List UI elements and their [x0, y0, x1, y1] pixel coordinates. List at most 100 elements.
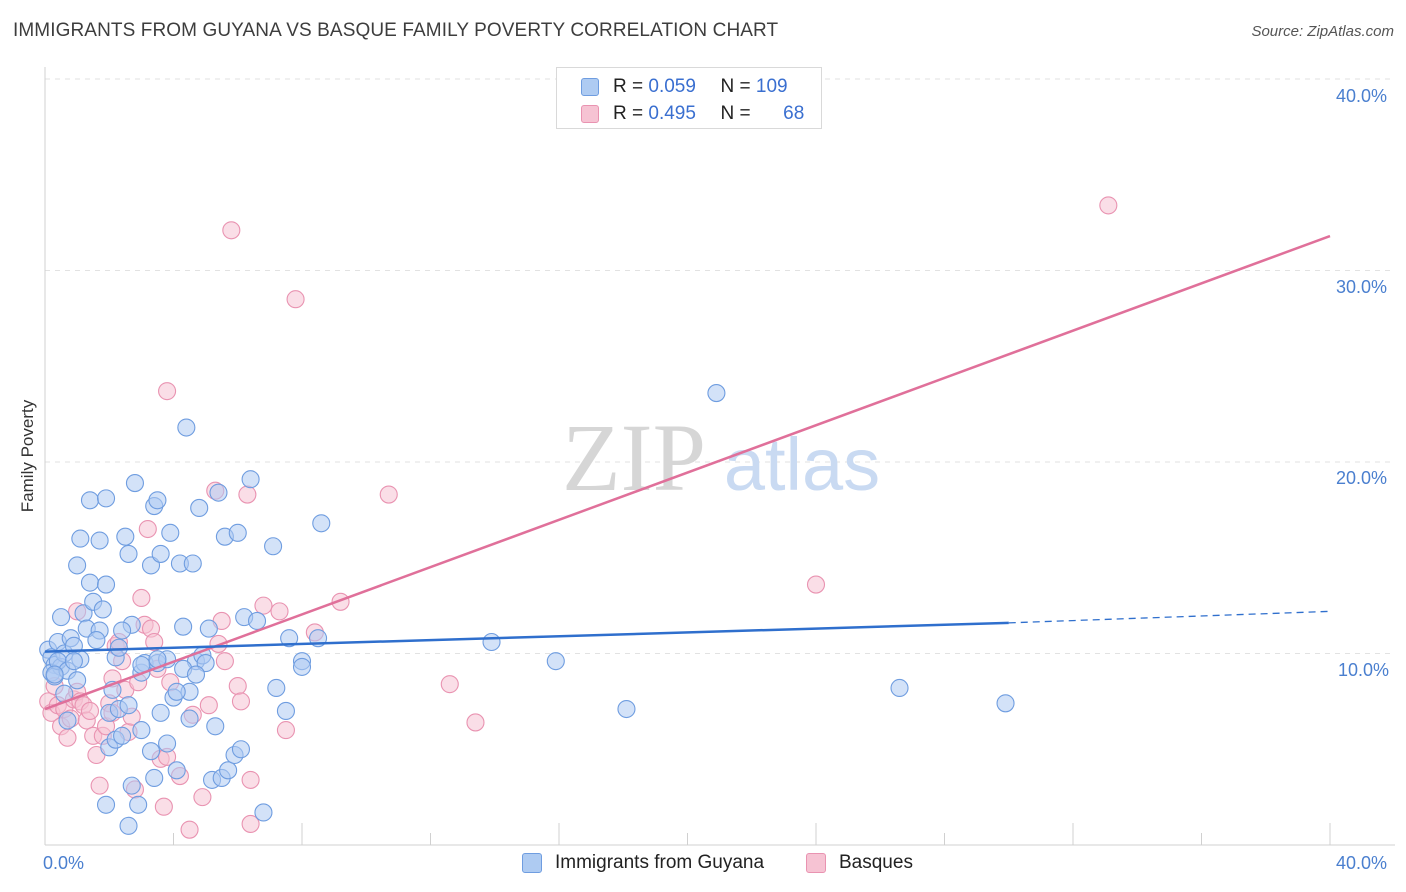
guyana-point [996, 694, 1015, 713]
guyana-point [292, 657, 312, 676]
guyana-point [267, 678, 286, 698]
guyana-point [129, 795, 148, 814]
guyana-point [109, 638, 128, 657]
guyana-point [113, 621, 132, 640]
guyana-point [96, 795, 116, 814]
watermark-atlas: atlas [724, 423, 880, 506]
basques-point [254, 596, 273, 615]
guyana-point [312, 514, 331, 533]
guyana-point [90, 531, 109, 550]
guyana-point [125, 474, 144, 493]
guyana-point [228, 523, 247, 542]
basques-point [241, 770, 260, 789]
chart-title: IMMIGRANTS FROM GUYANA VS BASQUE FAMILY … [13, 20, 779, 41]
correlation-legend: R = 0.059 N = 109 R = 0.495 N = 68 [556, 67, 822, 129]
basques-point [145, 632, 164, 652]
guyana-point [58, 711, 77, 730]
guyana-point [68, 671, 87, 690]
trend-lines [44, 234, 1331, 711]
guyana-point [119, 816, 138, 835]
basques-point [58, 728, 77, 747]
guyana-point [167, 761, 186, 780]
y-tick-label: 20.0% [1336, 468, 1388, 488]
guyana-point [122, 776, 141, 795]
y-tick-label: 30.0% [1336, 277, 1388, 297]
guyana-point [186, 665, 206, 684]
legend-stats-guyana: R = 0.059 N = 109 [613, 76, 788, 97]
guyana-point [177, 418, 196, 437]
guyana-point [241, 470, 260, 489]
guyana-point [80, 491, 100, 510]
basques-point [440, 675, 459, 694]
basques-point [270, 602, 289, 621]
basques-point [132, 588, 151, 608]
legend-swatch-basques-bottom [806, 853, 826, 873]
axes [44, 67, 1395, 846]
guyana-point [113, 726, 132, 745]
guyana-point [280, 629, 299, 648]
guyana-point [264, 537, 283, 556]
guyana-point [64, 652, 83, 671]
guyana-point [45, 665, 64, 684]
guyana-point [87, 631, 106, 650]
guyana-point [116, 527, 135, 546]
basques-point [138, 519, 157, 539]
guyana-point [482, 632, 501, 652]
guyana-point [96, 489, 116, 508]
basques-point [222, 221, 241, 240]
legend-swatch-basques [581, 105, 599, 123]
y-axis-label: Family Poverty [18, 399, 37, 513]
guyana-point [151, 703, 170, 722]
guyana-point [96, 575, 116, 594]
basques-point [154, 797, 173, 816]
guyana-point [148, 491, 167, 510]
guyana-point [254, 803, 273, 822]
y-tick-label: 40.0% [1336, 86, 1388, 106]
guyana-point [199, 619, 218, 638]
basques-point [241, 814, 260, 833]
basques-point [158, 382, 177, 401]
basques-point [193, 788, 212, 807]
y-tick-label: 10.0% [1338, 660, 1390, 680]
guyana-point [707, 384, 726, 403]
basques-point [286, 290, 305, 309]
legend-swatch-guyana-bottom [522, 853, 542, 873]
basques-point [199, 696, 218, 715]
guyana-point [247, 611, 267, 630]
guyana-point [151, 544, 170, 563]
basques-point [180, 820, 199, 839]
legend-label-guyana: Immigrants from Guyana [555, 852, 765, 873]
guyana-point [145, 768, 164, 788]
guyana-point [158, 734, 177, 753]
guyana-point [180, 709, 199, 728]
basques-point [276, 721, 295, 740]
guyana-point [119, 696, 138, 715]
source-credit: Source: ZipAtlas.com [1251, 23, 1394, 40]
guyana-point [161, 523, 180, 542]
legend-stats-basques: R = 0.495 N = 68 [613, 103, 805, 124]
guyana-point [183, 554, 202, 573]
guyana-point [80, 573, 100, 592]
guyana-point [119, 544, 138, 563]
guyana-point [546, 652, 565, 671]
guyana-point [276, 701, 295, 721]
basques-point [238, 485, 257, 504]
guyana-point [167, 682, 186, 701]
guyana-point [71, 529, 90, 548]
guyana-point [219, 761, 238, 780]
legend-label-basques: Basques [839, 852, 913, 873]
guyana-point [206, 717, 225, 736]
guyana-trend-extension [1008, 610, 1331, 624]
basques-point [228, 677, 247, 696]
guyana-point [190, 498, 209, 518]
basques-point [806, 575, 826, 594]
guyana-point [93, 600, 112, 619]
guyana-point [209, 483, 228, 502]
basques-point [1099, 196, 1118, 215]
watermark: ZIP atlas [562, 404, 880, 511]
basques-point [231, 692, 251, 711]
basques-point [466, 713, 485, 732]
guyana-point [890, 678, 909, 698]
guyana-point [52, 608, 71, 627]
